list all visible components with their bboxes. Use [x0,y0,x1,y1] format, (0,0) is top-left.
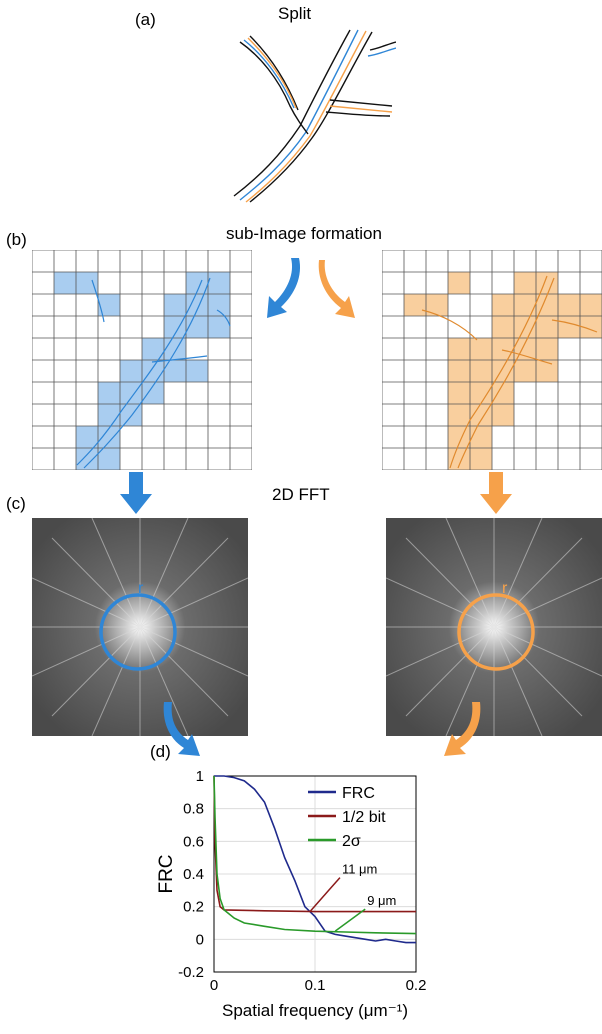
annotation-label: 11 μm [342,862,377,877]
panel-a-title: Split [278,4,312,23]
legend-entry: FRC [342,785,375,802]
vector-r-label-orange: r [502,580,508,597]
fft-image-blue [31,517,249,737]
panel-b-label: (b) [6,230,27,249]
y-tick-label: 0.4 [183,866,204,883]
series-line-2 [213,775,417,935]
frequency-ring-blue [99,593,177,671]
split-arrows [267,258,355,318]
x-tick-label: 0.1 [305,977,326,994]
legend-entry: 1/2 bit [342,809,386,826]
y-tick-label: 1 [196,768,204,785]
orange-curved-arrow-icon [318,260,355,318]
y-axis-label: FRC [156,854,177,893]
panel-c-title: 2D FFT [272,485,330,504]
blue-curved-arrow-icon [267,258,301,318]
frc-arrow-orange-icon [444,702,481,756]
vector-r-label-blue: r [138,580,144,597]
x-tick-label: 0 [210,977,218,994]
legend-entry: 2σ [342,833,361,850]
panel-c-label: (c) [6,494,26,513]
x-axis-label: Spatial frequency (μm⁻¹) [222,1001,408,1020]
fft-arrow-orange-icon [480,472,512,514]
frequency-ring-orange [457,593,535,671]
annotation-label: 9 μm [367,893,396,908]
series-line-0 [214,775,416,944]
y-tick-label: 0.8 [183,801,204,818]
y-tick-label: 0.2 [183,899,204,916]
x-tick-label: 0.2 [406,977,427,994]
panel-a-label: (a) [135,10,156,29]
annotation-pointer [334,908,366,932]
sub-image-grid-blue [31,249,253,471]
split-neuron-drawing [233,29,396,203]
fft-image-orange [385,517,602,737]
y-tick-label: 0.6 [183,833,204,850]
frc-arrow-blue-icon [163,702,200,756]
sub-image-grid-orange [381,249,602,471]
panel-b-title: sub-Image formation [226,224,382,243]
y-tick-label: -0.2 [178,964,204,981]
annotation-pointer [309,877,341,913]
fft-arrow-blue-icon [120,472,152,514]
y-tick-label: 0 [196,931,204,948]
frc-chart: 1 0.8 0.6 0.4 0.2 0 -0.2 0 0.1 0.2 11 μm 9 μm FRC 1… [156,768,427,1020]
panel-d-label: (d) [150,742,171,761]
